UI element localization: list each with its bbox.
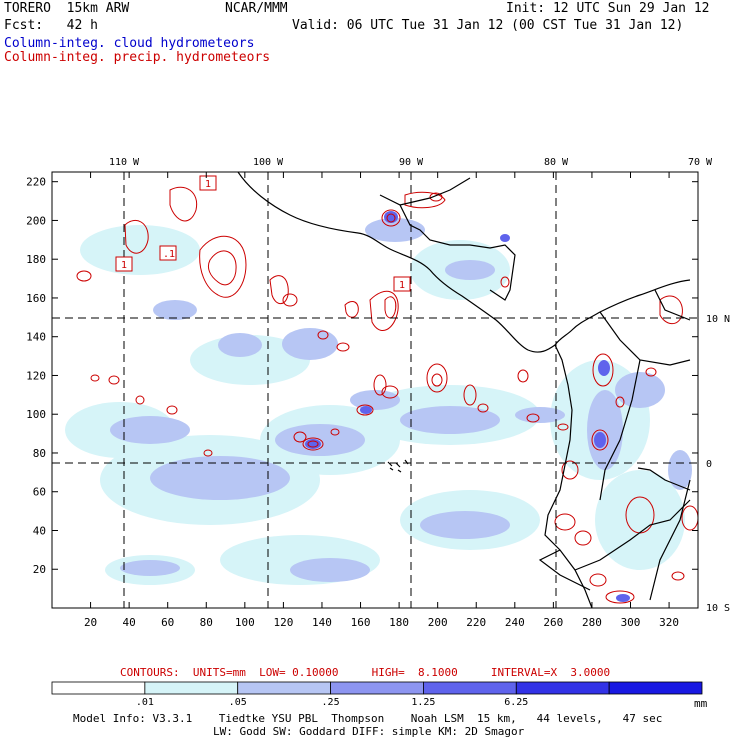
model-title: TORERO 15km ARW bbox=[4, 1, 130, 16]
colorbar-swatch bbox=[608, 681, 703, 695]
lon-label: 100 W bbox=[253, 157, 284, 168]
y-tick-label: 100 bbox=[26, 408, 46, 421]
field-cloud-label: Column-integ. cloud hydrometeors bbox=[4, 36, 255, 51]
y-axis: 20 40 60 80 100 120 140 160 180 200 220 bbox=[26, 176, 698, 576]
colorbar-swatch bbox=[330, 681, 424, 695]
x-tick-label: 160 bbox=[351, 616, 371, 629]
init-time: Init: 12 UTC Sun 29 Jan 12 bbox=[506, 1, 710, 16]
y-tick-label: 60 bbox=[33, 486, 46, 499]
x-tick-label: 80 bbox=[200, 616, 213, 629]
colorbar-swatch bbox=[423, 681, 517, 695]
plot-frame bbox=[51, 171, 699, 609]
lon-label: 90 W bbox=[399, 157, 424, 168]
colorbar-label: 1.25 bbox=[411, 697, 435, 708]
y-tick-label: 220 bbox=[26, 176, 46, 189]
contour-label-texts: 1 .1 1 1 bbox=[121, 179, 405, 291]
lon-label: 110 W bbox=[109, 157, 140, 168]
y-tick-label: 120 bbox=[26, 369, 46, 382]
x-axis: 20 40 60 80 100 120 140 160 180 200 220 240 260 280 30… bbox=[84, 172, 679, 629]
contour-label: .1 bbox=[163, 249, 175, 260]
x-tick-label: 200 bbox=[428, 616, 448, 629]
x-tick-label: 100 bbox=[235, 616, 255, 629]
precip-contours bbox=[76, 186, 698, 604]
plot-area bbox=[52, 172, 698, 608]
graticule bbox=[52, 172, 698, 608]
colorbar-swatch bbox=[237, 681, 331, 695]
x-tick-label: 60 bbox=[161, 616, 174, 629]
colorbar-swatch bbox=[515, 681, 610, 695]
x-tick-label: 220 bbox=[466, 616, 486, 629]
x-tick-label: 300 bbox=[621, 616, 641, 629]
valid-time: Valid: 06 UTC Tue 31 Jan 12 (00 CST Tue … bbox=[292, 18, 684, 33]
latitude-labels: 10 N 0 10 S bbox=[706, 314, 730, 614]
x-tick-label: 120 bbox=[273, 616, 293, 629]
lon-label: 80 W bbox=[544, 157, 569, 168]
x-tick-label: 320 bbox=[659, 616, 679, 629]
lon-label: 70 W bbox=[688, 157, 713, 168]
y-tick-label: 80 bbox=[33, 447, 46, 460]
contour-label: 1 bbox=[121, 260, 127, 271]
contour-info: CONTOURS: UNITS=mm LOW= 0.10000 HIGH= 8.… bbox=[120, 666, 611, 679]
y-tick-label: 140 bbox=[26, 331, 46, 344]
colorbar-label: 6.25 bbox=[504, 697, 528, 708]
colorbar-label: .01 bbox=[136, 697, 154, 708]
y-tick-label: 180 bbox=[26, 253, 46, 266]
field-precip-label: Column-integ. precip. hydrometeors bbox=[4, 50, 271, 65]
x-tick-label: 240 bbox=[505, 616, 525, 629]
y-tick-label: 200 bbox=[26, 214, 46, 227]
colorbar: .01 .05 .25 1.25 6.25 bbox=[51, 681, 703, 708]
colorbar-label: .25 bbox=[322, 697, 340, 708]
colorbar-units: mm bbox=[694, 697, 708, 710]
cloud-shading-medium bbox=[110, 218, 692, 582]
model-info-line1: Model Info: V3.3.1 Tiedtke YSU PBL Thomp… bbox=[73, 712, 663, 725]
lat-label: 10 N bbox=[706, 314, 730, 325]
forecast-hour: Fcst: 42 h bbox=[4, 18, 98, 33]
lat-label: 0 bbox=[706, 459, 712, 470]
contour-label-boxes bbox=[115, 175, 411, 292]
x-tick-label: 20 bbox=[84, 616, 97, 629]
y-tick-label: 20 bbox=[33, 563, 46, 576]
y-tick-label: 40 bbox=[33, 524, 46, 537]
y-tick-label: 160 bbox=[26, 292, 46, 305]
x-tick-label: 180 bbox=[389, 616, 409, 629]
x-tick-label: 280 bbox=[582, 616, 602, 629]
lat-label: 10 S bbox=[706, 603, 730, 614]
contour-label: 1 bbox=[205, 179, 211, 190]
longitude-labels: 110 W 100 W 90 W 80 W 70 W bbox=[109, 157, 713, 168]
center-name: NCAR/MMM bbox=[225, 1, 288, 16]
colorbar-swatch bbox=[51, 681, 146, 695]
colorbar-swatch bbox=[144, 681, 239, 695]
contour-label: 1 bbox=[399, 280, 405, 291]
colorbar-label: .05 bbox=[229, 697, 247, 708]
x-tick-label: 40 bbox=[123, 616, 136, 629]
coastlines bbox=[237, 172, 691, 608]
x-tick-label: 140 bbox=[312, 616, 332, 629]
model-info-line2: LW: Godd SW: Goddard DIFF: simple KM: 2D… bbox=[213, 725, 525, 738]
x-tick-label: 260 bbox=[543, 616, 563, 629]
